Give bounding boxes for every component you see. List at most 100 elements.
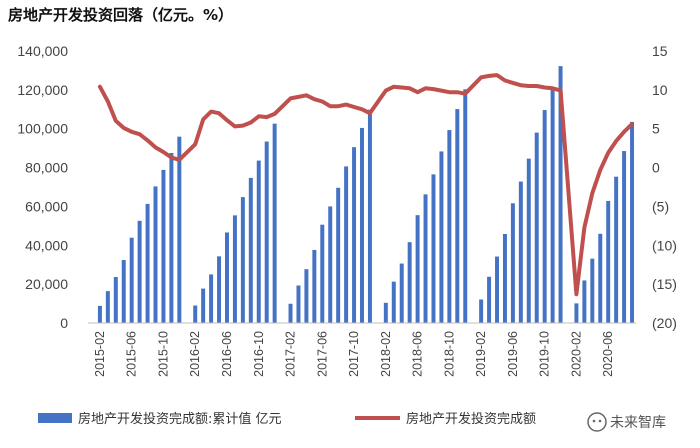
x-tick-label: 2015-10 — [156, 331, 170, 377]
bar — [193, 305, 198, 323]
right-tick-label: 15 — [652, 43, 668, 59]
left-tick-label: 40,000 — [25, 237, 68, 253]
x-tick-label: 2017-10 — [347, 331, 361, 377]
bar — [264, 141, 269, 323]
legend-bar-label: 房地产开发投资完成额:累计值 亿元 — [78, 411, 282, 427]
watermark: 未来智库 — [582, 409, 692, 435]
bar — [145, 203, 150, 323]
x-tick-label: 2018-06 — [411, 331, 425, 377]
legend-bar-swatch — [38, 413, 72, 423]
bar — [225, 232, 229, 323]
left-tick-label: 140,000 — [17, 43, 68, 59]
line-layer — [97, 73, 634, 297]
right-tick-label: 5 — [652, 121, 660, 137]
left-tick-label: 60,000 — [25, 198, 68, 214]
x-tick-label: 2017-06 — [315, 331, 329, 377]
bar — [582, 280, 587, 323]
left-axis-ticks: 0 20,000 40,000 60,000 80,000 100,000 120,000 1… — [17, 43, 68, 331]
x-tick-label: 2015-02 — [93, 331, 107, 377]
bar — [312, 249, 317, 323]
bar — [415, 215, 420, 323]
bar — [161, 169, 166, 323]
x-tick-label: 2015-06 — [125, 331, 139, 377]
right-tick-label: (5) — [652, 198, 669, 214]
bar — [288, 303, 293, 323]
wechat-icon — [587, 412, 607, 432]
bar — [209, 274, 214, 323]
bar — [113, 276, 118, 323]
right-tick-label: 10 — [652, 82, 668, 98]
bar — [121, 260, 126, 323]
right-tick-label: (20) — [652, 315, 677, 331]
bar — [502, 234, 507, 323]
bar — [526, 158, 531, 323]
bars-layer — [97, 66, 635, 324]
bar — [487, 276, 492, 323]
x-tick-label: 2019-02 — [474, 331, 488, 377]
bar — [455, 109, 460, 323]
legend-line-label: 房地产开发投资完成额 — [406, 411, 536, 427]
bar — [97, 305, 102, 323]
bar — [431, 174, 436, 323]
right-tick-label: (15) — [652, 276, 677, 292]
bar — [518, 181, 523, 323]
x-tick-label: 2020-02 — [569, 331, 583, 377]
left-tick-label: 80,000 — [25, 160, 68, 176]
x-tick-label: 2016-02 — [188, 331, 202, 377]
bar — [256, 160, 261, 323]
wechat-icon-eye — [598, 419, 602, 423]
left-tick-label: 120,000 — [17, 82, 68, 98]
bar — [622, 151, 627, 323]
wechat-icon-eye — [592, 419, 596, 423]
bar — [447, 130, 452, 323]
x-tick-label: 2018-10 — [442, 331, 456, 377]
bar — [360, 127, 364, 324]
bar — [320, 224, 325, 323]
x-tick-label: 2016-06 — [220, 331, 234, 377]
bar — [391, 281, 396, 323]
bar — [129, 237, 134, 323]
bar — [153, 186, 158, 323]
bar — [328, 206, 333, 323]
x-tick-label: 2019-10 — [538, 331, 552, 377]
watermark-backdrop — [582, 409, 692, 435]
watermark-text: 未来智库 — [610, 415, 666, 431]
bar — [542, 110, 547, 323]
bar — [495, 256, 499, 323]
series-line — [97, 73, 634, 297]
bar — [399, 263, 404, 323]
x-tick-label: 2018-02 — [379, 331, 393, 377]
x-tick-label: 2020-06 — [601, 331, 615, 377]
bar — [304, 269, 309, 323]
right-axis-ticks: 15 10 5 0 (5) (10) (15) (20) — [652, 43, 677, 331]
bar — [352, 147, 357, 323]
x-tick-label: 2017-02 — [284, 331, 298, 377]
legend: 房地产开发投资完成额:累计值 亿元 房地产开发投资完成额 — [38, 411, 536, 427]
bar — [550, 87, 555, 324]
bar — [344, 166, 349, 323]
bar — [177, 136, 182, 323]
bar — [614, 176, 619, 323]
bar — [598, 233, 603, 323]
chart-title: 房地产开发投资回落（亿元。%） — [8, 6, 234, 24]
x-tick-label: 2019-06 — [506, 331, 520, 377]
bar — [407, 242, 412, 323]
bar — [217, 256, 222, 323]
bar — [137, 220, 142, 323]
bar — [606, 200, 611, 323]
bar — [296, 285, 301, 323]
bar — [439, 151, 444, 323]
x-axis-ticks: 2015-02 2015-06 2015-10 2016-02 2016-06 2016-… — [93, 331, 615, 377]
bar — [534, 132, 539, 323]
x-tick-label: 2016-10 — [252, 331, 266, 377]
bar — [479, 299, 484, 323]
bar — [169, 153, 174, 323]
bar — [232, 215, 237, 323]
bar — [105, 291, 110, 323]
bar — [574, 303, 579, 323]
bar — [201, 288, 206, 323]
bar — [558, 66, 563, 323]
left-tick-label: 100,000 — [17, 121, 68, 137]
left-tick-label: 20,000 — [25, 276, 68, 292]
